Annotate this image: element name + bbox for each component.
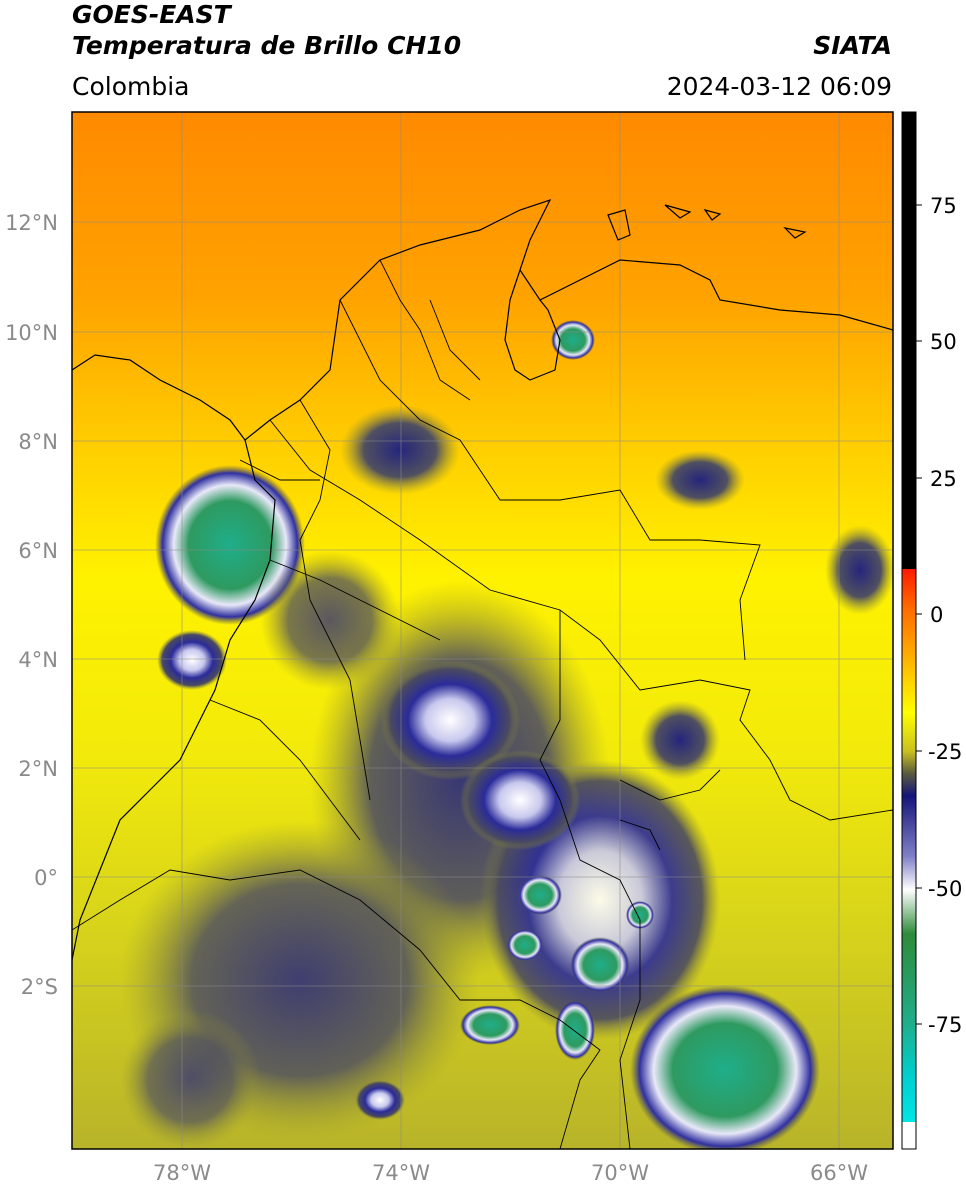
product-title: Temperatura de Brillo CH10: [72, 31, 462, 60]
latitude-labels: 12°N 10°N 8°N 6°N 4°N 2°N 0° 2°S: [5, 211, 58, 999]
lat-label: 12°N: [5, 211, 58, 235]
lat-label: 2°S: [21, 975, 58, 999]
lat-label: 4°N: [18, 648, 58, 672]
lat-label: 8°N: [18, 430, 58, 454]
coastlines: [72, 198, 893, 961]
admin-borders: [72, 259, 893, 1149]
satellite-title: GOES-EAST: [72, 0, 231, 29]
colorbar-white-segment: [902, 1122, 916, 1149]
lat-label: 10°N: [5, 321, 58, 345]
region-label: Colombia: [72, 72, 190, 101]
colorbar-black-segment: [902, 112, 916, 569]
colorbar: 75 50 25 0 -25 -50 -75: [901, 111, 962, 1150]
source-label: SIATA: [813, 31, 892, 60]
colorbar-tick: 0: [930, 603, 943, 627]
colorbar-frame: [901, 111, 917, 1150]
graticule: [72, 112, 893, 1149]
colorbar-tick: 75: [930, 194, 957, 218]
lat-label: 6°N: [18, 539, 58, 563]
colorbar-tick: 50: [930, 330, 957, 354]
lat-label: 0°: [34, 866, 58, 890]
colorbar-tick: -75: [928, 1013, 962, 1037]
colorbar-tick: 25: [930, 467, 957, 491]
datetime-label: 2024-03-12 06:09: [666, 72, 892, 101]
lon-label: 70°W: [591, 1161, 649, 1185]
colorbar-gradient-segment: [902, 569, 916, 1122]
map-frame: [71, 111, 894, 1150]
brightness-field: [72, 112, 893, 1149]
lat-label: 2°N: [18, 757, 58, 781]
lon-label: 74°W: [372, 1161, 430, 1185]
colorbar-tick: -25: [928, 740, 962, 764]
lon-label: 66°W: [810, 1161, 868, 1185]
lon-label: 78°W: [153, 1161, 211, 1185]
longitude-labels: 78°W 74°W 70°W 66°W: [153, 1161, 868, 1185]
colorbar-tick: -50: [928, 877, 962, 901]
